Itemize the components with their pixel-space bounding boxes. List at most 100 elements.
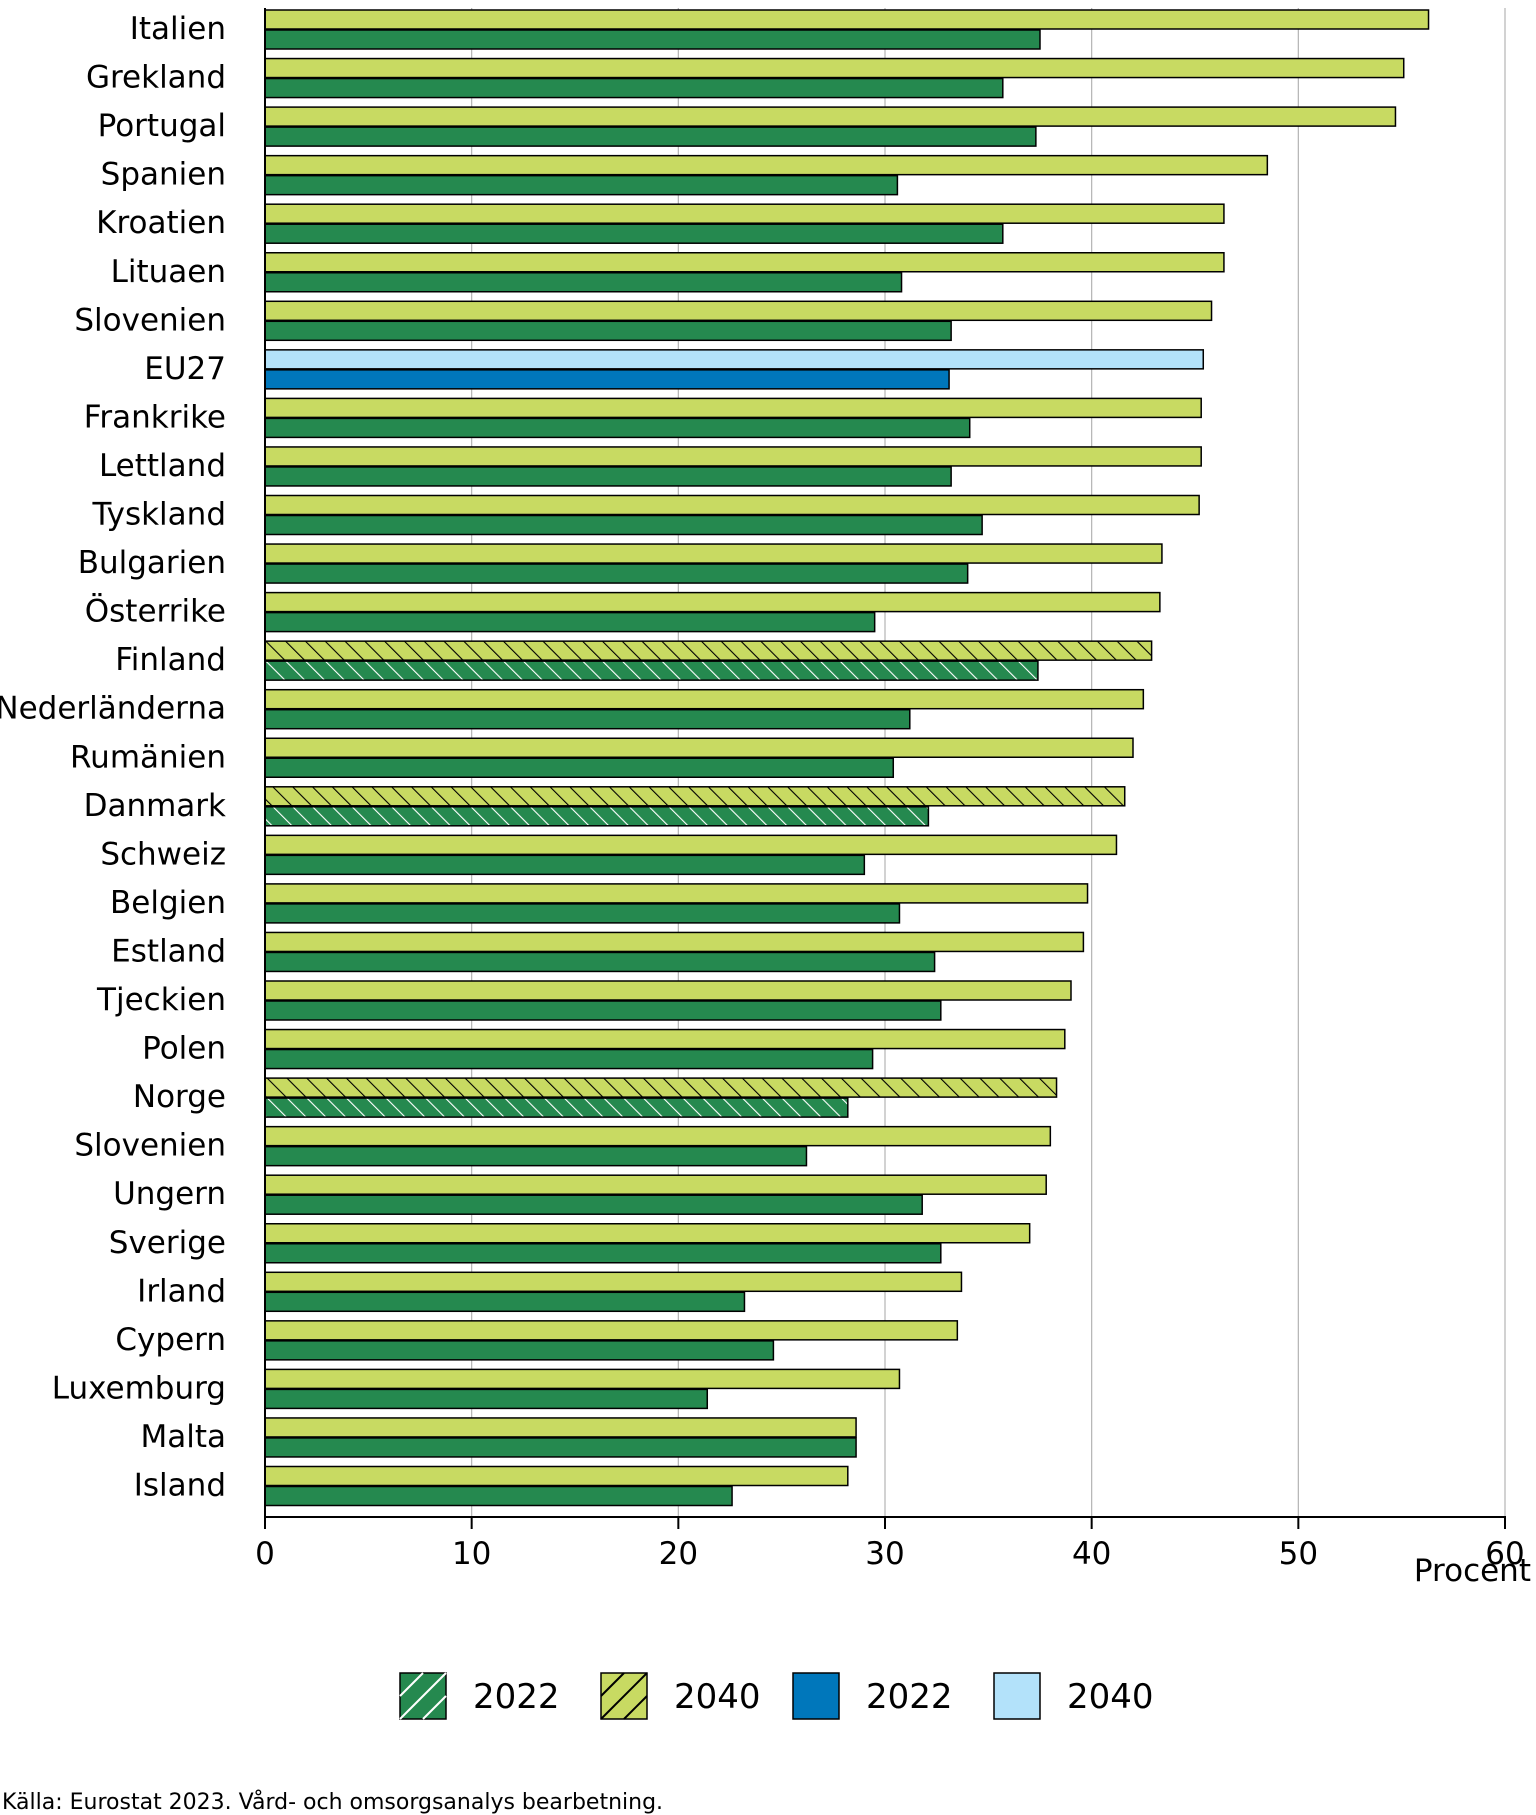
category-labels: Italien Grekland Portugal Spanien Kroatien Li… [0, 11, 226, 1504]
bar-2040-7 [264, 300, 1213, 322]
x-tick-label-30: 30 [865, 1536, 904, 1572]
bar-2040-1 [264, 9, 1430, 30]
legend-hatch-line [600, 1672, 625, 1697]
x-tick-label-40: 40 [1072, 1536, 1111, 1572]
bar-2022-23 [264, 1097, 849, 1118]
bar-2022-11 [264, 514, 983, 536]
bar-2022-5 [264, 223, 1004, 244]
bar-2022-13 [264, 611, 876, 633]
bar-2040-11 [264, 494, 1200, 516]
bar-2022-20 [264, 951, 936, 973]
bar-2040-22 [264, 1028, 1066, 1050]
bar-2040-19 [264, 883, 1089, 904]
bar-2022-10 [264, 466, 952, 487]
category-label-17: Danmark [84, 788, 226, 824]
bar-2022-16 [264, 757, 895, 778]
x-axis: 0 10 20 30 40 50 60 [255, 8, 1525, 1572]
bar-2040-25 [264, 1174, 1047, 1195]
bar-2022-3 [264, 126, 1037, 147]
bar-2040-30 [264, 1417, 857, 1438]
bar-2022-27 [264, 1291, 746, 1313]
bars [264, 9, 1430, 1507]
category-label-30: Malta [140, 1419, 226, 1455]
legend-hatch-line [422, 1695, 447, 1720]
legend-item-2: 2040 [600, 1672, 761, 1720]
bar-2040-6 [264, 252, 1225, 273]
legend-item-1: 2022 [399, 1672, 560, 1720]
legend-swatch-4 [993, 1672, 1041, 1720]
x-tick-label-50: 50 [1279, 1536, 1318, 1572]
bar-2040-27 [264, 1271, 963, 1293]
category-label-12: Bulgarien [78, 545, 226, 581]
bar-2022-14 [264, 660, 1039, 681]
bar-2022-9 [264, 417, 971, 439]
category-label-22: Polen [142, 1031, 226, 1067]
bar-2040-14 [264, 640, 1153, 661]
legend-label-1: 2022 [473, 1677, 560, 1717]
bar-2040-26 [264, 1223, 1031, 1244]
bar-2022-12 [264, 563, 969, 584]
bar-2022-18 [264, 854, 866, 876]
bar-2022-1 [264, 29, 1041, 50]
bar-2040-17 [264, 786, 1126, 807]
bar-2040-20 [264, 931, 1085, 953]
category-label-1: Italien [130, 11, 226, 47]
bar-2040-31 [264, 1465, 849, 1487]
bar-2040-18 [264, 834, 1118, 856]
category-label-6: Lituaen [111, 254, 226, 290]
x-axis-title: Procent [1414, 1553, 1531, 1589]
legend-hatch-line [623, 1695, 648, 1720]
bar-2040-15 [264, 688, 1145, 710]
category-label-21: Tjeckien [96, 982, 226, 1018]
bar-2022-28 [264, 1340, 775, 1361]
category-label-24: Slovenien [74, 1128, 226, 1164]
category-label-13: Österrike [85, 593, 226, 630]
bar-2022-26 [264, 1243, 942, 1264]
bar-2022-8 [264, 369, 950, 390]
bar-2022-17 [264, 806, 930, 827]
bar-2022-25 [264, 1194, 923, 1215]
category-label-11: Tyskland [92, 497, 227, 533]
category-label-8: EU27 [144, 351, 226, 387]
legend-item-4: 2040 [993, 1672, 1154, 1720]
bar-2040-3 [264, 106, 1397, 127]
legend-swatch-3 [792, 1672, 840, 1720]
bar-2040-23 [264, 1077, 1058, 1098]
category-label-18: Schweiz [100, 836, 226, 872]
category-label-14: Finland [115, 642, 226, 678]
category-label-9: Frankrike [84, 399, 226, 435]
category-label-29: Luxemburg [52, 1370, 226, 1406]
x-tick-label-20: 20 [659, 1536, 698, 1572]
category-label-19: Belgien [110, 885, 226, 921]
category-label-2: Grekland [86, 60, 226, 96]
category-label-28: Cypern [115, 1322, 226, 1358]
bar-2040-16 [264, 737, 1134, 758]
bar-2022-22 [264, 1048, 874, 1070]
x-tick-label-60: 60 [1485, 1536, 1524, 1572]
bar-2022-7 [264, 320, 952, 342]
category-label-26: Sverige [109, 1225, 226, 1261]
bar-2040-5 [264, 203, 1225, 224]
category-label-25: Ungern [113, 1176, 226, 1212]
legend-label-4: 2040 [1067, 1677, 1154, 1717]
legend-item-3: 2022 [792, 1672, 953, 1720]
legend: 2022 2040 2022 2040 [399, 1672, 1154, 1720]
bar-2040-10 [264, 446, 1202, 467]
category-label-4: Spanien [101, 157, 226, 193]
bar-2022-29 [264, 1388, 709, 1410]
legend-hatch-line [399, 1672, 424, 1697]
legend-hatch-line [600, 1672, 648, 1720]
bar-2022-24 [264, 1145, 808, 1167]
category-label-15: Nederländerna [0, 691, 226, 727]
bar-2022-21 [264, 1000, 942, 1021]
bar-2022-31 [264, 1485, 733, 1507]
bar-2040-13 [264, 591, 1161, 613]
category-label-16: Rumänien [70, 739, 226, 775]
bar-2040-21 [264, 980, 1072, 1001]
category-label-3: Portugal [98, 108, 226, 144]
bar-2022-19 [264, 903, 901, 924]
x-tick-label-10: 10 [452, 1536, 491, 1572]
bar-2022-30 [264, 1437, 857, 1458]
bar-2022-2 [264, 77, 1004, 99]
bar-2040-28 [264, 1320, 959, 1341]
